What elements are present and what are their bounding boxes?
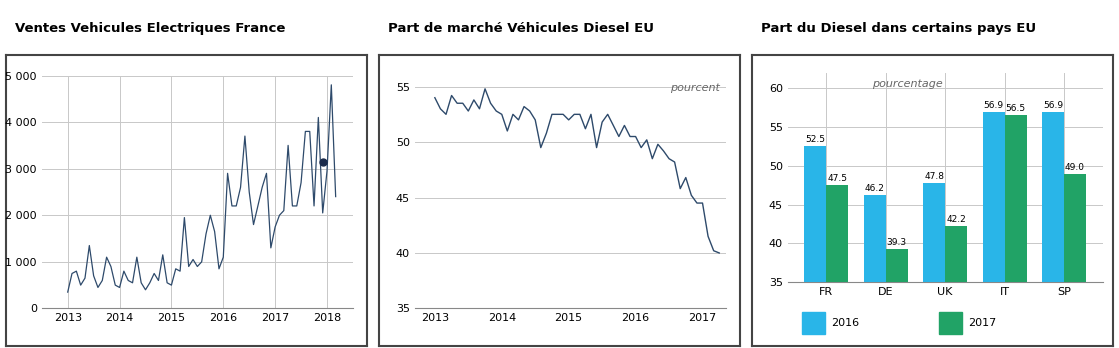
Text: 56.9: 56.9 bbox=[1043, 101, 1063, 110]
Text: 47.8: 47.8 bbox=[924, 172, 944, 181]
Bar bbox=[946, 226, 967, 348]
Bar bbox=[805, 147, 826, 348]
Text: 39.3: 39.3 bbox=[886, 238, 906, 247]
Text: 7: 7 bbox=[346, 19, 358, 38]
Bar bbox=[1064, 174, 1085, 348]
Bar bbox=[826, 185, 848, 348]
Text: 8: 8 bbox=[718, 19, 731, 38]
Bar bbox=[802, 312, 825, 334]
Text: 42.2: 42.2 bbox=[947, 215, 966, 224]
Text: 2016: 2016 bbox=[831, 318, 859, 328]
Text: 46.2: 46.2 bbox=[865, 184, 885, 193]
Text: 56.9: 56.9 bbox=[984, 101, 1004, 110]
Bar bbox=[939, 312, 962, 334]
Text: pourcent: pourcent bbox=[670, 82, 720, 93]
Text: Part de marché Véhicules Diesel EU: Part de marché Véhicules Diesel EU bbox=[388, 22, 655, 35]
Text: 2017: 2017 bbox=[968, 318, 997, 328]
Text: 47.5: 47.5 bbox=[827, 174, 847, 183]
Text: 49.0: 49.0 bbox=[1065, 163, 1085, 172]
Bar bbox=[1005, 115, 1026, 348]
Text: Part du Diesel dans certains pays EU: Part du Diesel dans certains pays EU bbox=[762, 22, 1036, 35]
Bar bbox=[886, 249, 908, 348]
Bar bbox=[864, 195, 886, 348]
Bar bbox=[1042, 112, 1064, 348]
Text: 9: 9 bbox=[1091, 19, 1103, 38]
Bar bbox=[923, 183, 946, 348]
Text: Ventes Vehicules Electriques France: Ventes Vehicules Electriques France bbox=[16, 22, 285, 35]
Text: 52.5: 52.5 bbox=[806, 135, 826, 144]
Text: pourcentage: pourcentage bbox=[872, 79, 943, 89]
Bar bbox=[982, 112, 1005, 348]
Text: 56.5: 56.5 bbox=[1006, 104, 1026, 113]
